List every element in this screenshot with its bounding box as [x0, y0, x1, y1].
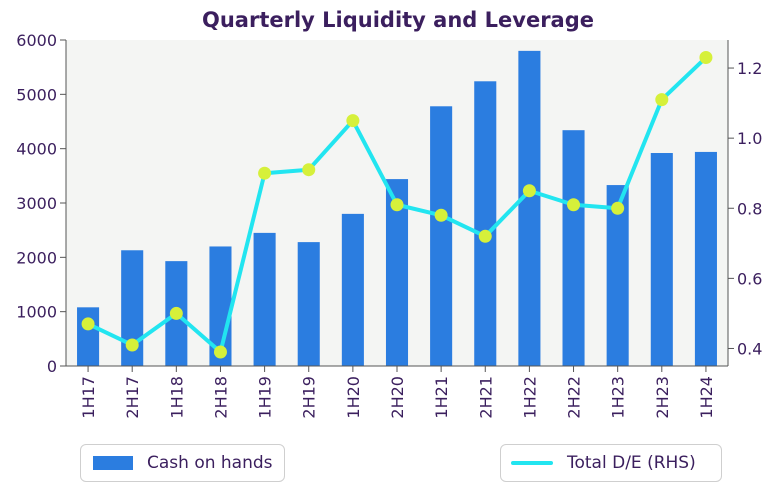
bar-series [77, 50, 717, 366]
x-tick-label: 2H22 [565, 376, 584, 419]
bar [385, 179, 409, 366]
bar [562, 130, 585, 366]
left-tick-label: 3000 [16, 194, 57, 213]
legend-bar-swatch [93, 456, 133, 470]
x-tick-label: 2H18 [211, 376, 230, 419]
right-tick-label: 0.8 [737, 199, 762, 218]
de-point [522, 184, 536, 198]
x-tick-label: 2H17 [123, 376, 142, 419]
bar [606, 185, 629, 366]
de-point [611, 201, 625, 215]
bar [297, 242, 320, 366]
x-tick-label: 1H24 [697, 376, 716, 419]
x-tick-label: 1H20 [344, 376, 363, 419]
bar [430, 106, 453, 366]
de-point [390, 198, 404, 212]
bar [650, 153, 673, 366]
left-tick-label: 4000 [16, 140, 57, 159]
legend-de-label: Total D/E (RHS) [567, 453, 696, 473]
de-point [81, 317, 95, 331]
bar [341, 213, 364, 366]
de-point [699, 51, 713, 65]
right-tick-label: 1.2 [737, 59, 762, 78]
de-point [125, 338, 139, 352]
right-tick-label: 1.0 [737, 129, 762, 148]
legend-line-swatch [511, 461, 553, 465]
bar [253, 232, 276, 366]
bar [694, 151, 717, 366]
right-y-axis: 0.4 0.6 0.8 1.0 1.2 [727, 40, 762, 366]
legend-cash-label: Cash on hands [147, 453, 273, 473]
legend-de: Total D/E (RHS) [500, 444, 722, 482]
de-point [567, 198, 581, 212]
de-point [478, 229, 492, 243]
de-point [434, 208, 448, 222]
bar [474, 81, 497, 366]
x-tick-label: 2H23 [653, 376, 672, 419]
legend-cash: Cash on hands [80, 444, 285, 482]
left-tick-label: 0 [47, 357, 57, 376]
bar [77, 307, 100, 366]
x-tick-label: 2H21 [476, 376, 495, 419]
line-series [81, 51, 713, 359]
de-point [346, 114, 360, 128]
de-point [169, 306, 183, 320]
x-tick-label: 1H18 [167, 376, 186, 419]
x-tick-label: 1H23 [609, 376, 628, 419]
bar [518, 50, 541, 366]
de-point [302, 163, 316, 177]
left-tick-label: 2000 [16, 248, 57, 267]
x-tick-label: 1H17 [79, 376, 98, 419]
chart-title: Quarterly Liquidity and Leverage [202, 8, 594, 32]
right-tick-label: 0.6 [737, 269, 762, 288]
left-y-axis: 0 1000 2000 3000 4000 5000 6000 [16, 31, 67, 376]
x-tick-label: 2H19 [300, 376, 319, 419]
x-tick-label: 2H20 [388, 376, 407, 419]
right-tick-label: 0.4 [737, 339, 762, 358]
x-axis: 1H17 2H17 1H18 2H18 1H19 2H19 1H20 2H20 1H21 2H21… [66, 365, 728, 419]
de-point [258, 166, 272, 180]
x-tick-label: 1H19 [256, 376, 275, 419]
x-tick-label: 1H22 [520, 376, 539, 419]
bar [121, 250, 144, 366]
de-point [213, 345, 227, 359]
left-tick-label: 5000 [16, 85, 57, 104]
de-point [655, 93, 669, 107]
x-tick-label: 1H21 [432, 376, 451, 419]
left-tick-label: 1000 [16, 303, 57, 322]
left-tick-label: 6000 [16, 31, 57, 50]
